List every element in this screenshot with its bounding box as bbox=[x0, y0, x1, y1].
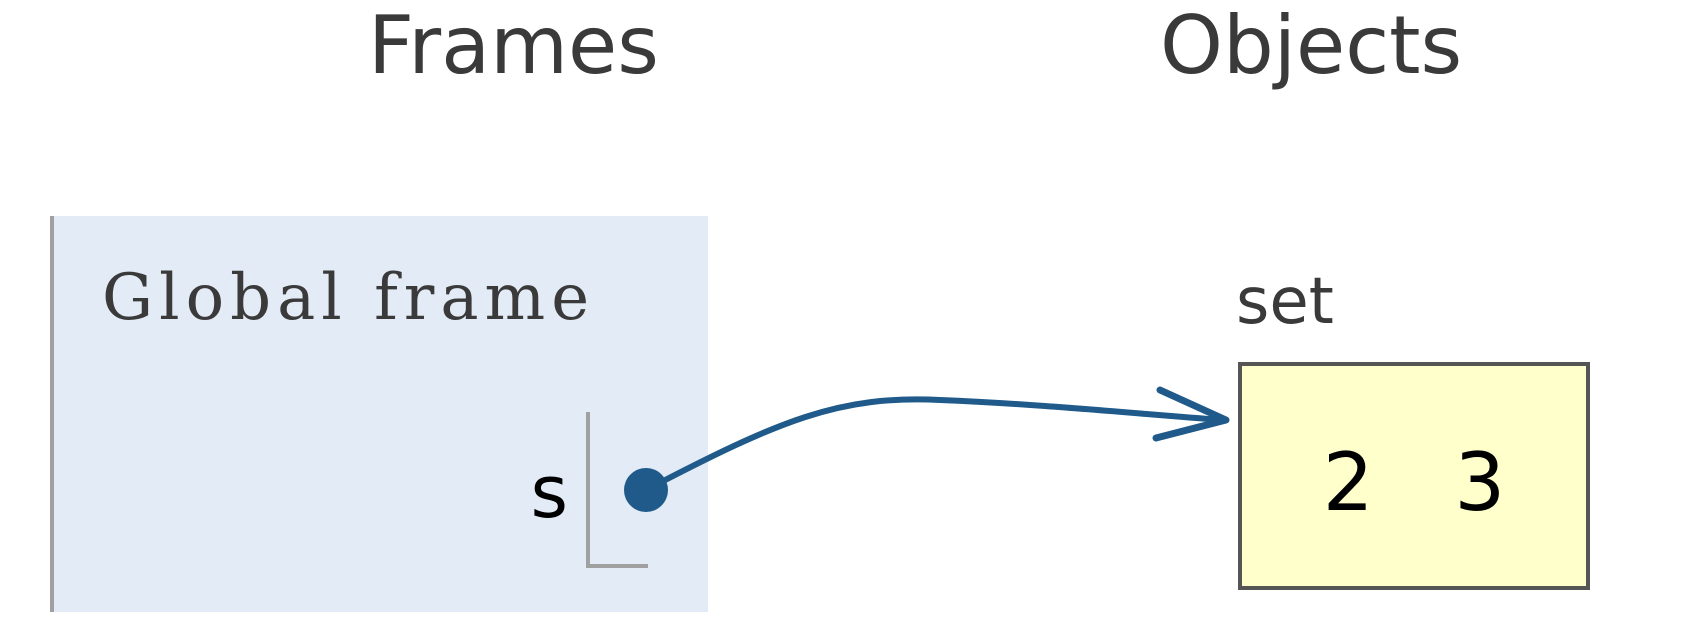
arrowhead-icon bbox=[1152, 386, 1230, 442]
global-frame-title: Global frame bbox=[102, 261, 596, 335]
variable-value-slot bbox=[586, 412, 648, 568]
frames-heading: Frames bbox=[368, 0, 659, 92]
variable-name-s: s bbox=[530, 450, 568, 534]
pointer-arrow bbox=[643, 396, 1225, 493]
object-type-label: set bbox=[1236, 265, 1334, 339]
global-frame: Global frame s bbox=[50, 216, 708, 612]
set-element: 2 bbox=[1322, 436, 1374, 529]
set-element: 3 bbox=[1454, 436, 1506, 529]
objects-heading: Objects bbox=[1160, 0, 1463, 92]
set-object: 2 3 bbox=[1238, 362, 1590, 590]
